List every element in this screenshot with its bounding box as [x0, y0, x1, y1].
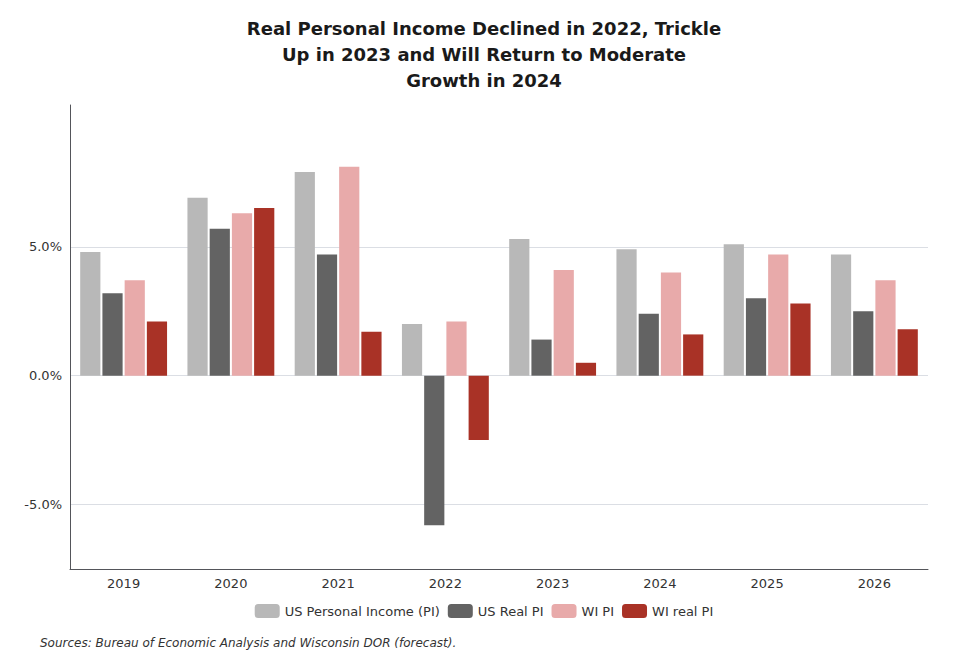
svg-text:2024: 2024: [643, 576, 676, 591]
svg-text:5.0%: 5.0%: [29, 239, 62, 254]
svg-text:Up in 2023 and Will Return to: Up in 2023 and Will Return to Moderate: [282, 44, 686, 65]
svg-text:2023: 2023: [536, 576, 569, 591]
svg-text:0.0%: 0.0%: [29, 368, 62, 383]
svg-text:2026: 2026: [858, 576, 891, 591]
svg-text:2021: 2021: [322, 576, 355, 591]
svg-text:US Real PI: US Real PI: [478, 604, 544, 619]
svg-text:-5.0%: -5.0%: [24, 497, 62, 512]
svg-text:2025: 2025: [751, 576, 784, 591]
svg-text:Real Personal Income Declined: Real Personal Income Declined in 2022, T…: [247, 18, 721, 39]
svg-text:WI real PI: WI real PI: [652, 604, 713, 619]
svg-text:2022: 2022: [429, 576, 462, 591]
svg-text:WI PI: WI PI: [582, 604, 615, 619]
svg-text:2020: 2020: [214, 576, 247, 591]
svg-text:Growth in 2024: Growth in 2024: [406, 70, 562, 91]
svg-text:2019: 2019: [107, 576, 140, 591]
svg-text:Sources: Bureau of Economic An: Sources: Bureau of Economic Analysis and…: [40, 636, 456, 650]
svg-text:US Personal Income (PI): US Personal Income (PI): [285, 604, 440, 619]
